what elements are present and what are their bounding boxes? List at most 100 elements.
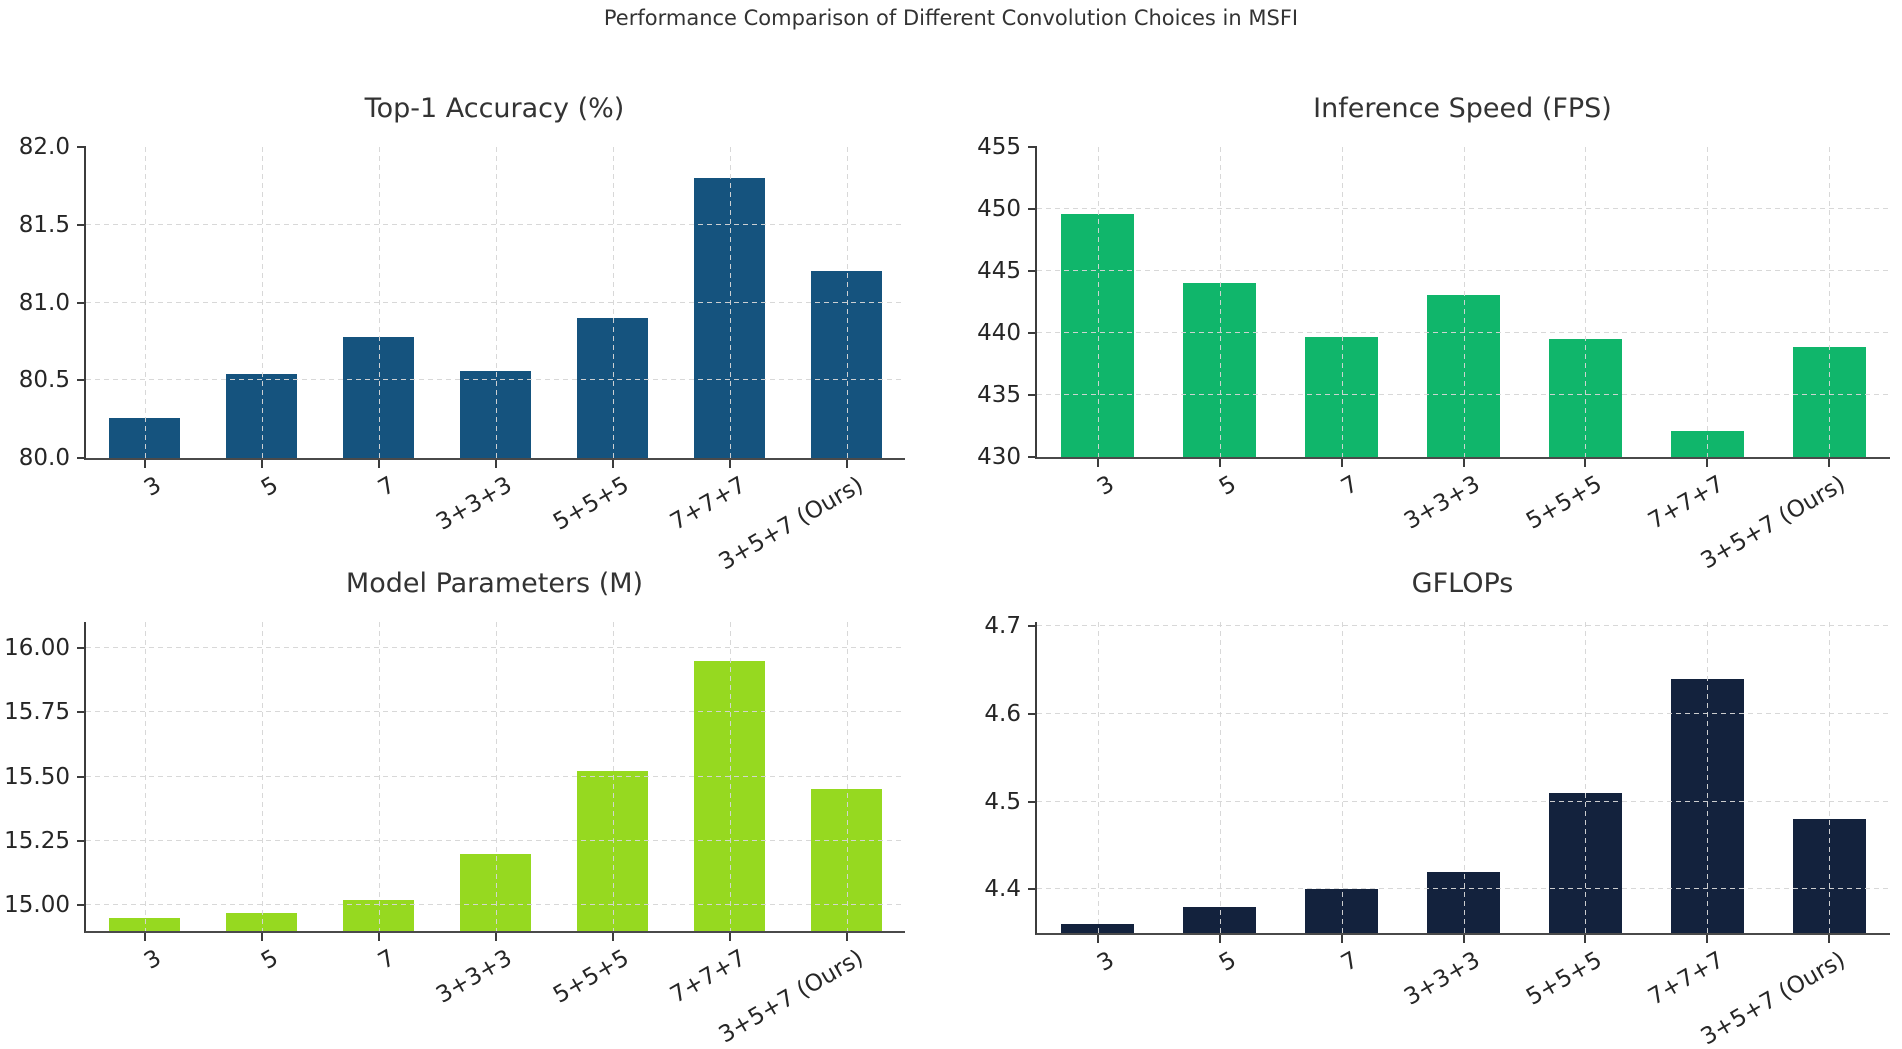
- bar: [343, 900, 414, 931]
- x-tick-mark: [143, 933, 146, 941]
- x-tick-mark: [1096, 935, 1099, 943]
- y-tick-mark: [1028, 713, 1037, 715]
- bar: [1183, 906, 1257, 933]
- x-tick-mark: [1340, 935, 1343, 943]
- x-tick-label: 3+3+3: [1400, 947, 1485, 1011]
- y-tick-mark: [77, 904, 86, 907]
- bar: [460, 370, 531, 458]
- y-tick-mark: [1028, 146, 1037, 148]
- y-tick-label: 4.6: [984, 701, 1021, 727]
- x-tick-label: 3+3+3: [432, 472, 517, 536]
- bar: [811, 789, 882, 931]
- x-tick-label: 5: [256, 945, 283, 975]
- v-gridline: [1707, 147, 1709, 457]
- y-tick-label: 440: [977, 320, 1021, 346]
- x-tick-mark: [1218, 935, 1221, 943]
- v-gridline: [1585, 622, 1587, 933]
- bar: [460, 853, 531, 931]
- plot-area: 15.00 15.25 15.50 15.75 16.00 3 5 7 3+3+3 5+5+5 7+…: [4, 622, 905, 1048]
- x-tick-mark: [494, 933, 497, 941]
- x-tick-mark: [377, 933, 380, 941]
- x-tick-label: 3: [1093, 947, 1119, 977]
- y-tick-label: 81.0: [18, 289, 70, 316]
- y-tick-label: 4.5: [984, 788, 1021, 815]
- v-gridline: [1341, 147, 1343, 457]
- x-tick-mark: [1584, 935, 1587, 943]
- x-tick-label: 7+7+7: [1643, 471, 1729, 535]
- bar: [1061, 213, 1135, 457]
- x-tick-label: 5: [1215, 471, 1241, 501]
- x-tick-mark: [1462, 935, 1465, 943]
- x-tick-mark: [1584, 459, 1587, 467]
- y-tick-mark: [77, 301, 86, 304]
- x-tick-mark: [1706, 935, 1709, 943]
- x-tick-mark: [1462, 459, 1465, 467]
- v-gridline: [1097, 622, 1099, 933]
- x-tick-mark: [377, 460, 380, 468]
- v-gridline: [1219, 622, 1221, 933]
- v-gridline: [612, 622, 614, 931]
- y-tick-label: 430: [977, 444, 1021, 470]
- bar: [694, 660, 765, 931]
- subplot-title: Top-1 Accuracy (%): [364, 93, 625, 124]
- y-tick-label: 435: [977, 382, 1021, 408]
- plot-area: 430 435 440 445 450 455 3 5 7 3+3+3 5+5+5 7+7+7 3+5+…: [977, 134, 1890, 574]
- bar: [694, 178, 765, 458]
- subplot-title: Model Parameters (M): [345, 568, 644, 599]
- x-tick-label: 5: [1215, 947, 1241, 977]
- bar: [1305, 336, 1379, 457]
- x-tick-label: 3: [1093, 471, 1119, 501]
- y-tick-label: 450: [977, 196, 1021, 222]
- v-gridline: [846, 147, 848, 458]
- x-tick-label: 7: [373, 472, 400, 502]
- bar: [226, 912, 297, 931]
- x-tick-label: 3+3+3: [432, 945, 517, 1009]
- v-gridline: [1829, 622, 1831, 933]
- x-tick-mark: [1096, 459, 1099, 467]
- x-tick-mark: [728, 933, 731, 941]
- x-tick-mark: [260, 933, 263, 941]
- y-tick-mark: [1028, 888, 1037, 891]
- y-tick-label: 15.25: [4, 827, 70, 854]
- v-gridline: [1463, 147, 1465, 457]
- subplot-title: GFLOPs: [1411, 568, 1514, 599]
- x-tick-mark: [611, 460, 614, 468]
- v-gridline: [1219, 147, 1221, 457]
- y-tick-mark: [77, 775, 86, 778]
- v-gridline: [1829, 147, 1831, 457]
- bar: [109, 417, 180, 458]
- x-tick-label: 5+5+5: [549, 472, 634, 536]
- x-tick-label: 7: [1336, 947, 1363, 977]
- subplot-top1-accuracy: Top-1 Accuracy (%) 80.0 80.5 81.0 81.5 82.0 3…: [19, 93, 905, 575]
- bar: [1183, 283, 1257, 457]
- bar: [226, 374, 297, 458]
- x-tick-label: 7: [373, 945, 400, 975]
- x-tick-mark: [1706, 459, 1709, 467]
- x-tick-mark: [728, 460, 731, 468]
- y-tick-mark: [1028, 270, 1037, 272]
- x-tick-label: 7: [1336, 471, 1363, 501]
- x-tick-label: 7+7+7: [666, 472, 751, 536]
- v-gridline: [261, 622, 263, 931]
- v-gridline: [846, 622, 848, 931]
- x-tick-label: 5+5+5: [549, 945, 634, 1009]
- bar: [1061, 924, 1135, 933]
- x-tick-label: 5: [256, 472, 283, 502]
- y-tick-mark: [1028, 625, 1037, 628]
- x-tick-label: 7+7+7: [666, 945, 751, 1009]
- v-gridline: [261, 147, 263, 458]
- bar: [1305, 889, 1379, 933]
- x-tick-label: 3+3+3: [1400, 471, 1485, 535]
- y-tick-label: 15.75: [4, 699, 70, 726]
- bar: [811, 271, 882, 458]
- v-gridline: [1707, 622, 1709, 933]
- v-gridline: [144, 622, 146, 931]
- subplot-gflops: GFLOPs 4.4 4.5 4.6 4.7 3 5 7 3+3+3 5+5+5 7+7+7 3+5…: [984, 568, 1890, 1049]
- x-tick-mark: [1828, 935, 1831, 943]
- y-tick-mark: [77, 711, 86, 714]
- v-gridline: [612, 147, 614, 458]
- y-tick-label: 16.00: [4, 634, 70, 661]
- x-tick-mark: [1218, 459, 1221, 467]
- x-tick-label: 5+5+5: [1521, 471, 1607, 535]
- v-gridline: [1341, 622, 1343, 933]
